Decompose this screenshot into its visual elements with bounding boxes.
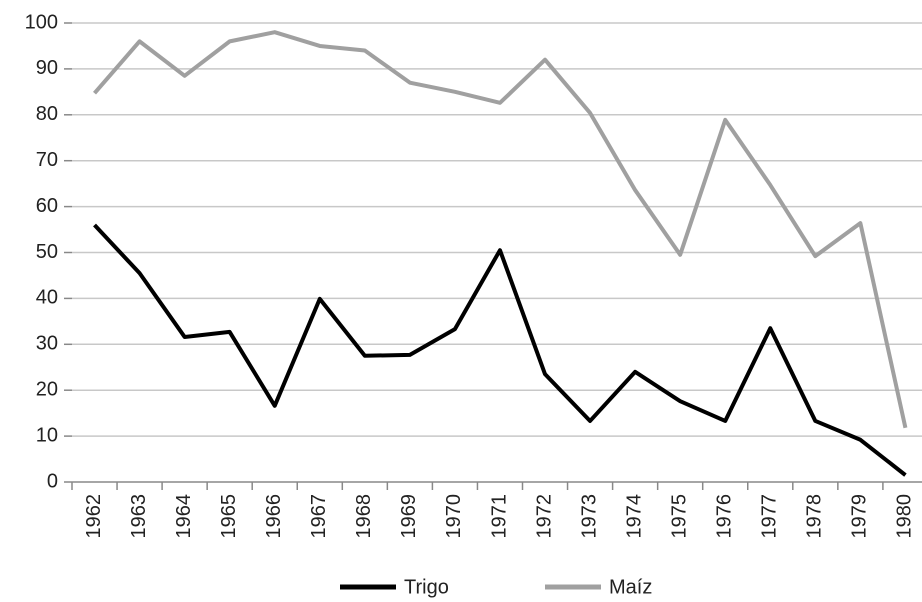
x-tick-label: 1966	[263, 494, 285, 539]
x-tick-label: 1973	[578, 494, 600, 539]
x-tick-label: 1976	[714, 494, 736, 539]
x-tick-label: 1963	[128, 494, 150, 539]
x-tick-label: 1970	[443, 494, 465, 539]
x-tick-label: 1980	[894, 494, 916, 539]
y-tick-label: 90	[36, 57, 58, 79]
x-tick-label: 1975	[668, 494, 690, 539]
x-tick-label: 1974	[623, 494, 645, 539]
x-tick-label: 1968	[353, 494, 375, 539]
x-tick-label: 1977	[759, 494, 781, 539]
y-tick-label: 30	[36, 333, 58, 355]
y-tick-label: 20	[36, 378, 58, 400]
x-tick-label: 1971	[488, 494, 510, 539]
x-tick-label: 1969	[398, 494, 420, 539]
legend-label: Maíz	[609, 576, 652, 598]
y-tick-label: 40	[36, 287, 58, 309]
y-tick-label: 70	[36, 149, 58, 171]
legend-label: Trigo	[404, 576, 449, 598]
series-line	[93, 30, 908, 429]
series-line	[93, 223, 907, 477]
x-tick-label: 1965	[218, 494, 240, 539]
y-tick-label: 10	[36, 424, 58, 446]
x-tick-label: 1972	[533, 494, 555, 539]
y-tick-label: 60	[36, 195, 58, 217]
x-tick-label: 1962	[83, 494, 105, 539]
x-tick-label: 1978	[804, 494, 826, 539]
y-tick-label: 50	[36, 241, 58, 263]
y-tick-label: 80	[36, 103, 58, 125]
x-tick-label: 1967	[308, 494, 330, 539]
x-tick-label: 1979	[849, 494, 871, 539]
y-tick-label: 0	[47, 470, 58, 492]
y-tick-label: 100	[25, 11, 58, 33]
x-tick-label: 1964	[173, 494, 195, 539]
